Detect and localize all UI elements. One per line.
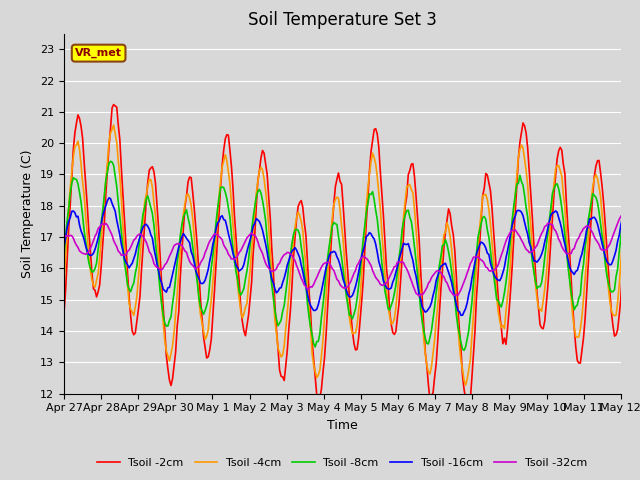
Tsoil -4cm (80, 192, 88, 198)
Tsoil -4cm (110, 122, 118, 128)
Tsoil -8cm (60, 254, 68, 260)
Tsoil -2cm (485, 180, 493, 186)
Tsoil -32cm (60, 235, 68, 240)
Line: Tsoil -32cm: Tsoil -32cm (64, 202, 640, 296)
Tsoil -8cm (629, 155, 637, 160)
Tsoil -8cm (460, 348, 468, 353)
Tsoil -4cm (462, 382, 470, 388)
Tsoil -2cm (99, 241, 107, 247)
Tsoil -2cm (365, 168, 373, 174)
Tsoil -2cm (631, 97, 639, 103)
Tsoil -16cm (365, 230, 373, 236)
Tsoil -2cm (573, 358, 581, 363)
Tsoil -8cm (99, 207, 107, 213)
Tsoil -16cm (99, 213, 107, 218)
Tsoil -2cm (60, 311, 68, 316)
Tsoil -4cm (367, 158, 375, 164)
Tsoil -4cm (99, 216, 107, 221)
Line: Tsoil -4cm: Tsoil -4cm (64, 125, 640, 385)
Tsoil -16cm (626, 188, 634, 194)
Y-axis label: Soil Temperature (C): Soil Temperature (C) (22, 149, 35, 278)
Tsoil -32cm (415, 293, 423, 299)
Tsoil -2cm (463, 405, 471, 410)
Tsoil -8cm (365, 191, 373, 197)
Tsoil -2cm (80, 159, 88, 165)
X-axis label: Time: Time (327, 419, 358, 432)
Tsoil -32cm (99, 221, 107, 227)
Tsoil -32cm (573, 237, 581, 243)
Tsoil -32cm (485, 267, 493, 273)
Tsoil -8cm (485, 235, 493, 240)
Tsoil -4cm (60, 281, 68, 287)
Tsoil -32cm (80, 251, 88, 257)
Text: VR_met: VR_met (75, 48, 122, 58)
Tsoil -16cm (485, 252, 493, 257)
Line: Tsoil -2cm: Tsoil -2cm (64, 100, 640, 408)
Tsoil -16cm (573, 267, 581, 273)
Line: Tsoil -8cm: Tsoil -8cm (64, 157, 640, 350)
Tsoil -4cm (486, 221, 494, 227)
Tsoil -8cm (573, 302, 581, 308)
Tsoil -16cm (60, 243, 68, 249)
Line: Tsoil -16cm: Tsoil -16cm (64, 191, 640, 315)
Tsoil -32cm (365, 260, 373, 266)
Tsoil -8cm (80, 228, 88, 234)
Title: Soil Temperature Set 3: Soil Temperature Set 3 (248, 11, 437, 29)
Tsoil -16cm (457, 312, 465, 318)
Legend: Tsoil -2cm, Tsoil -4cm, Tsoil -8cm, Tsoil -16cm, Tsoil -32cm: Tsoil -2cm, Tsoil -4cm, Tsoil -8cm, Tsoi… (93, 453, 592, 472)
Tsoil -16cm (80, 237, 88, 242)
Tsoil -4cm (575, 334, 582, 339)
